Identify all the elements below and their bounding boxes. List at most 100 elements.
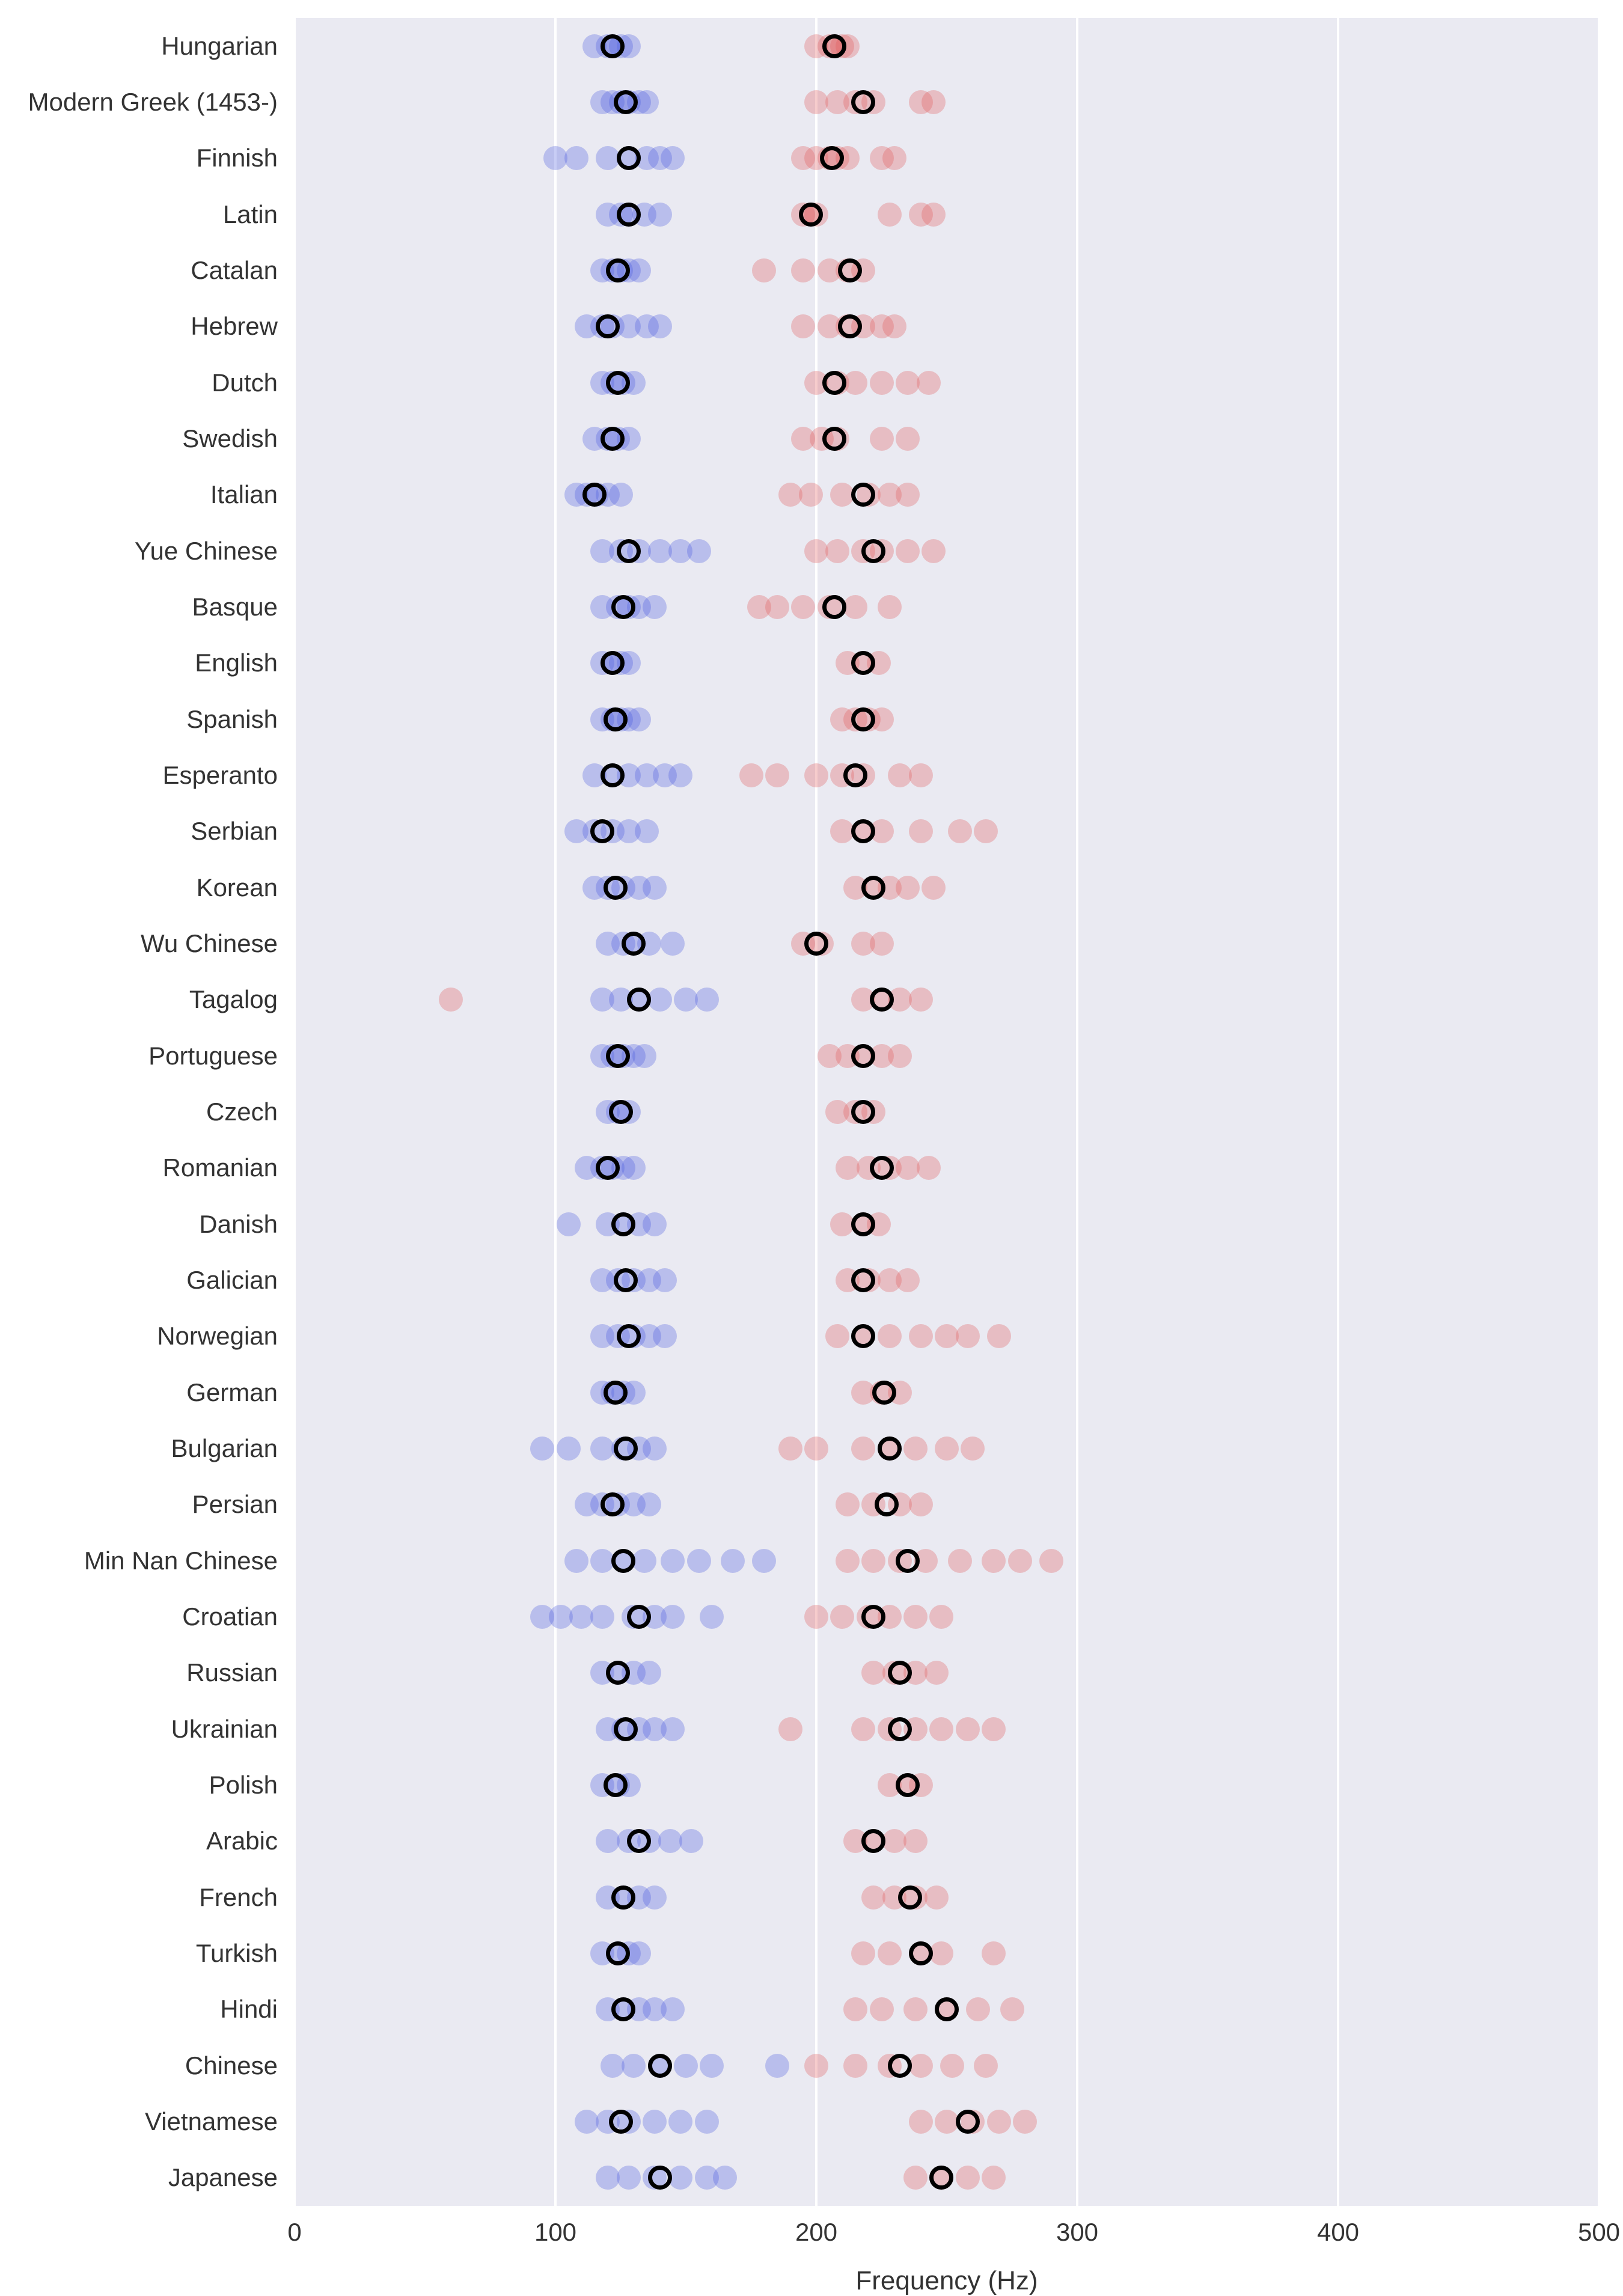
data-point — [982, 2166, 1006, 2190]
mean-marker — [843, 763, 867, 787]
mean-marker — [611, 595, 635, 619]
mean-marker — [606, 1044, 630, 1068]
chart-stage: 0100200300400500 HungarianModern Greek (… — [0, 0, 1623, 2290]
mean-marker — [604, 1773, 628, 1797]
y-tick-label: English — [195, 649, 278, 677]
data-point — [929, 1605, 953, 1629]
y-tick-label: Yue Chinese — [135, 537, 278, 566]
data-point — [896, 1268, 920, 1292]
y-tick-label: Modern Greek (1453-) — [28, 88, 278, 117]
data-point — [987, 1324, 1011, 1348]
data-point — [825, 1324, 849, 1348]
mean-marker — [590, 819, 614, 843]
gridline — [815, 18, 818, 2206]
mean-marker — [875, 1492, 899, 1516]
data-point — [922, 90, 946, 114]
mean-marker — [606, 258, 630, 282]
data-point — [713, 2166, 737, 2190]
data-point — [739, 763, 763, 787]
y-tick-label: Italian — [210, 480, 278, 509]
mean-marker — [822, 371, 846, 395]
mean-marker — [896, 1773, 920, 1797]
data-point — [695, 988, 719, 1012]
mean-marker — [851, 1212, 875, 1236]
data-point — [627, 1941, 651, 1965]
mean-marker — [872, 1381, 896, 1405]
y-tick-label: Danish — [199, 1210, 278, 1239]
data-point — [861, 1549, 885, 1573]
data-point — [909, 1324, 933, 1348]
data-point — [643, 595, 667, 619]
data-point — [700, 2054, 724, 2078]
data-point — [804, 2054, 828, 2078]
data-point — [935, 1437, 959, 1461]
data-point — [643, 1212, 667, 1236]
mean-marker — [861, 876, 885, 900]
data-point — [830, 1605, 854, 1629]
mean-marker — [804, 932, 828, 956]
data-point — [903, 2166, 928, 2190]
data-point — [609, 483, 633, 507]
mean-marker — [820, 146, 844, 170]
data-point — [909, 988, 933, 1012]
mean-marker — [822, 595, 846, 619]
mean-marker — [627, 1605, 651, 1629]
data-point — [1039, 1549, 1063, 1573]
gridline — [1337, 18, 1339, 2206]
data-point — [836, 1549, 860, 1573]
mean-marker — [611, 1885, 635, 1910]
data-point — [637, 1492, 661, 1516]
mean-marker — [909, 1941, 933, 1965]
data-point — [765, 2054, 789, 2078]
data-point — [851, 1717, 875, 1741]
data-point — [922, 876, 946, 900]
mean-marker — [604, 1381, 628, 1405]
y-tick-label: Hindi — [220, 1995, 278, 2024]
plot-area: 0100200300400500 HungarianModern Greek (… — [295, 18, 1599, 2206]
data-point — [668, 763, 692, 787]
data-point — [909, 2110, 933, 2134]
data-point — [439, 988, 463, 1012]
data-point — [668, 2166, 692, 2190]
data-point — [896, 483, 920, 507]
y-tick-label: Russian — [186, 1658, 278, 1687]
gridline — [554, 18, 557, 2206]
gridline — [1598, 18, 1600, 2206]
data-point — [557, 1212, 581, 1236]
data-point — [635, 90, 659, 114]
y-tick-label: Min Nan Chinese — [84, 1546, 278, 1575]
mean-marker — [617, 146, 641, 170]
data-point — [929, 1717, 953, 1741]
data-point — [948, 1549, 972, 1573]
x-tick-label: 100 — [534, 2218, 576, 2247]
y-tick-label: Japanese — [168, 2163, 278, 2192]
data-point — [752, 258, 776, 282]
mean-marker — [614, 90, 638, 114]
data-point — [564, 146, 588, 170]
data-point — [637, 1661, 661, 1685]
data-point — [948, 819, 972, 843]
data-point — [882, 314, 906, 338]
y-tick-label: Ukrainian — [171, 1715, 278, 1744]
data-point — [765, 595, 789, 619]
data-point — [966, 1997, 990, 2021]
data-point — [557, 1437, 581, 1461]
mean-marker — [648, 2054, 672, 2078]
data-point — [643, 876, 667, 900]
y-tick-label: Arabic — [206, 1827, 278, 1855]
y-tick-label: Polish — [209, 1771, 278, 1800]
data-point — [982, 1549, 1006, 1573]
mean-marker — [861, 1829, 885, 1853]
data-point — [836, 1492, 860, 1516]
data-point — [622, 2054, 646, 2078]
gridline — [293, 18, 296, 2206]
data-point — [925, 1885, 949, 1910]
data-point — [1013, 2110, 1037, 2134]
data-point — [982, 1717, 1006, 1741]
y-tick-label: Korean — [197, 873, 278, 902]
y-tick-label: Bulgarian — [171, 1434, 278, 1463]
mean-marker — [851, 1044, 875, 1068]
mean-marker — [851, 483, 875, 507]
mean-marker — [851, 90, 875, 114]
mean-marker — [611, 1212, 635, 1236]
